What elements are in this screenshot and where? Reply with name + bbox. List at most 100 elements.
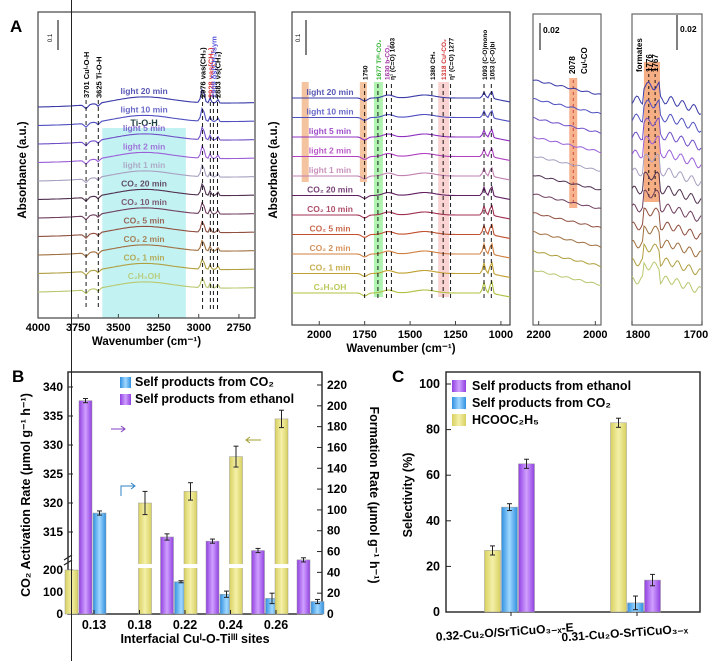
annotation-formates: formates <box>635 38 644 72</box>
x-tick-label: 1500 <box>398 329 422 341</box>
scale-bar-label: 0.02 <box>543 25 560 35</box>
spectrum-line <box>631 242 702 276</box>
y-right-tick-label: 180 <box>327 420 347 434</box>
y-right-tick-label: 120 <box>327 482 347 496</box>
spectrum-line <box>292 204 511 220</box>
series-label: CO₂ 10 min <box>307 204 353 214</box>
bar <box>92 512 107 615</box>
series-label: C₂H₅OH <box>314 282 347 292</box>
spectrum-line <box>532 249 602 268</box>
series-label: light 20 min <box>306 87 353 97</box>
series-label: CO₂ 2 min <box>124 234 165 244</box>
peak-label: 2976 νas(CH₃) <box>199 47 208 98</box>
y-axis-label: Absorbance (a.u.) <box>268 121 280 218</box>
peak-assignment: Cuᴵ-CO <box>580 47 589 74</box>
x-tick-label: 0.22 <box>173 618 197 632</box>
legend-label: Self products from CO₂ <box>472 396 611 410</box>
arrow-icon <box>120 482 136 496</box>
peak-label: η² (C=O) 1277 <box>449 38 456 80</box>
peak-label: 3701 Cuᴵ-O-H <box>82 52 91 98</box>
legend-swatch <box>120 377 131 388</box>
spectrum-line <box>631 135 702 169</box>
spectrum-line <box>292 166 511 181</box>
y-tick-label: 40 <box>426 514 440 528</box>
spectrum-line <box>292 185 511 201</box>
bar <box>610 422 627 613</box>
series-label: light 20 min <box>120 86 167 96</box>
peak-label: 1053 (C-O)bi <box>489 42 496 80</box>
y-axis-label: Selectivity (%) <box>401 453 415 538</box>
y-right-tick-label: 40 <box>327 565 341 579</box>
legend-label: Self products from ethanol <box>472 379 631 393</box>
spectrum-line <box>37 201 254 221</box>
spectrum-line <box>37 88 254 110</box>
legend-swatch <box>452 397 466 409</box>
spectrum-line <box>37 106 254 128</box>
peak-label: 2883 νs(CH₃) <box>214 51 223 98</box>
shaded-region-ti-oh <box>102 128 186 318</box>
series-label: light 5 min <box>309 126 352 136</box>
panel-letter-a: A <box>10 17 22 36</box>
series-label: CO₂ 5 min <box>309 224 350 234</box>
panel-a3-chart: 0.02 2078 Cuᴵ-CO 2200 2000 <box>526 13 608 341</box>
y-right-tick-label: 160 <box>327 440 347 454</box>
y-right-tick-label: 220 <box>327 378 347 392</box>
y-left-tick-label: 100 <box>43 585 63 599</box>
x-tick-label: 4000 <box>26 322 50 334</box>
series-label: light 1 min <box>123 160 166 170</box>
legend-label: HCOOC₂H₅ <box>472 413 539 427</box>
spectrum-line <box>292 147 511 162</box>
series-label: light 10 min <box>120 105 167 115</box>
band-green-1677 <box>373 82 383 297</box>
peak-label: 2909 δs(CH₃)sym <box>209 36 218 98</box>
series-label: CO₂ 20 min <box>307 185 353 195</box>
series-label: light 2 min <box>123 142 166 152</box>
legend-swatch <box>452 414 466 426</box>
panel-b-chart: 0 100 200 315 320 325 330 335 340 0 20 40 60 80 100 120… <box>19 0 381 661</box>
x-tick-label: 2750 <box>227 322 251 334</box>
scale-bar-label: 0.1 <box>296 33 302 42</box>
x-tick-label: 1800 <box>626 329 650 341</box>
plot-frame <box>532 13 602 326</box>
spectrum-line <box>631 189 702 222</box>
x-tick-label: 0.31-Cu₂O-SrTiCuO₃₋ₓ <box>561 622 689 645</box>
spectrum-line <box>532 193 602 209</box>
spectrum-line <box>37 163 254 184</box>
x-tick-label: 1700 <box>684 329 708 341</box>
legend-label: Self products from CO₂ <box>135 375 274 389</box>
y-left-axis-label: CO₂ Activation Rate (μmol g⁻¹ h⁻¹) <box>19 393 33 597</box>
series-label: CO₂ 1 min <box>124 253 165 263</box>
spectrum-line <box>292 90 511 103</box>
spectrum-line <box>292 279 511 298</box>
series-label: light 2 min <box>309 146 352 156</box>
series-label: CO₂ 20 min <box>121 179 167 189</box>
arrow-icon <box>245 436 261 444</box>
y-right-tick-label: 100 <box>327 503 347 517</box>
band-red-1318 <box>438 82 450 297</box>
spectrum-line <box>37 277 254 295</box>
y-right-tick-label: 140 <box>327 461 347 475</box>
bar <box>518 463 535 613</box>
y-right-tick-label: 20 <box>327 586 341 600</box>
y-left-tick-label: 325 <box>43 467 63 481</box>
peak-label: 2928 νas(CH₂) <box>206 47 215 98</box>
plot-frame <box>631 13 703 326</box>
spectrum-line <box>292 223 511 240</box>
x-tick-label: 2200 <box>526 329 550 341</box>
peak-label: 1380 CH₃ <box>430 51 437 80</box>
legend-swatch <box>120 394 131 405</box>
bar-break-mark <box>227 564 244 568</box>
peak-label: 1677 Tiᴵᴵᴵ-CO₂ <box>376 40 383 80</box>
bar <box>205 540 220 615</box>
spectrum-line <box>37 220 254 239</box>
spectrum-line <box>532 269 602 286</box>
series-label: light 1 min <box>309 165 352 175</box>
peak-label: 3625 Ti-O-H <box>94 56 103 98</box>
arrow-icon <box>111 425 126 433</box>
peak-label: 1767 <box>651 54 660 72</box>
x-tick-label: 3750 <box>66 322 90 334</box>
bar-break-mark <box>182 564 198 568</box>
y-left-tick-label: 340 <box>43 380 63 394</box>
